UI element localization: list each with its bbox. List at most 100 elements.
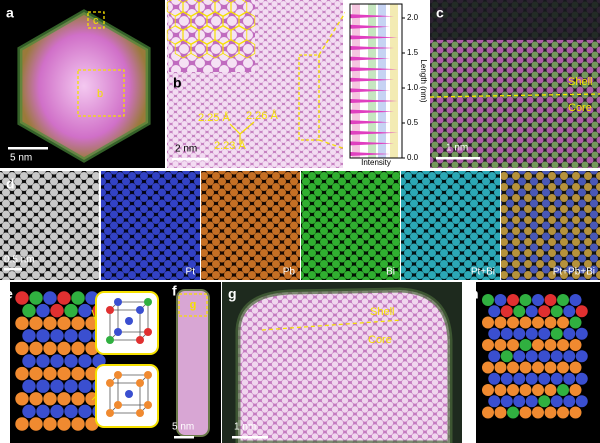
atom (538, 350, 551, 363)
eds-map (101, 171, 200, 280)
intensity-peak (350, 56, 390, 61)
hexagon (230, 0, 248, 17)
atom (550, 305, 563, 318)
atom (50, 354, 64, 368)
label: Intensity (361, 158, 391, 167)
hexagon (222, 11, 240, 31)
eds-map (401, 171, 500, 280)
atom (43, 341, 57, 356)
atom (525, 395, 538, 408)
spacing-arrows (229, 121, 255, 144)
nanorod (176, 289, 210, 437)
label: 2.26 Å (246, 109, 278, 122)
label: 1.5 (407, 48, 419, 57)
atom (57, 366, 71, 381)
atom (569, 361, 582, 374)
atom (29, 417, 43, 431)
atom (525, 327, 538, 340)
scale-bar (232, 436, 268, 439)
atom (507, 384, 519, 396)
atom (525, 305, 538, 318)
atom (78, 329, 92, 343)
atom (50, 404, 64, 419)
atom (64, 329, 78, 343)
atom (36, 379, 50, 393)
intensity-peak (350, 24, 390, 29)
hexagon (174, 11, 192, 31)
dashed-line (429, 93, 600, 98)
atom (106, 336, 114, 344)
atom (519, 316, 532, 329)
atom (500, 305, 513, 318)
intensity-peak (350, 35, 398, 40)
atom (114, 298, 122, 306)
label: 0.5 nm (4, 255, 35, 266)
scale-bar (8, 147, 48, 150)
atom (575, 372, 588, 385)
band (378, 4, 386, 158)
label: 5 nm (172, 422, 194, 433)
atom (494, 339, 507, 351)
atom (532, 406, 544, 419)
hexagon (166, 0, 184, 17)
atom (563, 372, 576, 385)
atom (71, 366, 85, 381)
atom (57, 417, 71, 431)
atom (569, 384, 582, 396)
atom (563, 327, 576, 340)
atom (136, 336, 144, 344)
atom (519, 406, 532, 419)
atom (64, 404, 78, 419)
atom (519, 294, 532, 306)
atom (36, 303, 50, 318)
atom (507, 339, 519, 351)
atom (488, 305, 501, 318)
atom (71, 316, 85, 330)
hexagon (230, 25, 248, 45)
atom (15, 417, 29, 431)
atom (513, 350, 526, 363)
label: h (470, 286, 479, 302)
atom (22, 329, 36, 343)
atom (43, 392, 57, 406)
intensity-peak (350, 141, 394, 146)
atom (569, 406, 582, 419)
hexagon (214, 25, 232, 45)
atom (57, 341, 71, 356)
atom (57, 291, 71, 305)
label: Bi (386, 267, 395, 278)
atom (532, 339, 544, 351)
atom (557, 384, 569, 396)
label: Length (nm) (419, 59, 428, 102)
atom (507, 316, 519, 329)
atom (482, 316, 494, 329)
atom (550, 327, 563, 340)
atom (15, 341, 29, 356)
atom (136, 306, 144, 314)
atom (500, 372, 513, 385)
atom (538, 372, 551, 385)
atom (494, 384, 507, 396)
atom (550, 372, 563, 385)
atom (482, 294, 494, 306)
rod-tip (235, 287, 453, 443)
hexagon (198, 0, 216, 17)
label: Pt+Bi (471, 267, 495, 278)
label: a (6, 5, 14, 21)
label: Pt+Pb+Bi (553, 267, 595, 278)
vacuum (430, 0, 600, 40)
atom (106, 306, 114, 314)
hexagon (174, 39, 192, 59)
eds-map (0, 171, 99, 280)
atom (557, 316, 569, 329)
atom (114, 401, 122, 409)
atom (488, 350, 501, 363)
nanoplate (17, 9, 151, 163)
atom (50, 379, 64, 393)
atom (569, 339, 582, 351)
atom (50, 329, 64, 343)
atom (544, 316, 557, 329)
label: 2.23 Å (214, 139, 246, 152)
label: 2.25 Å (198, 111, 230, 124)
intensity-peak (350, 99, 398, 103)
